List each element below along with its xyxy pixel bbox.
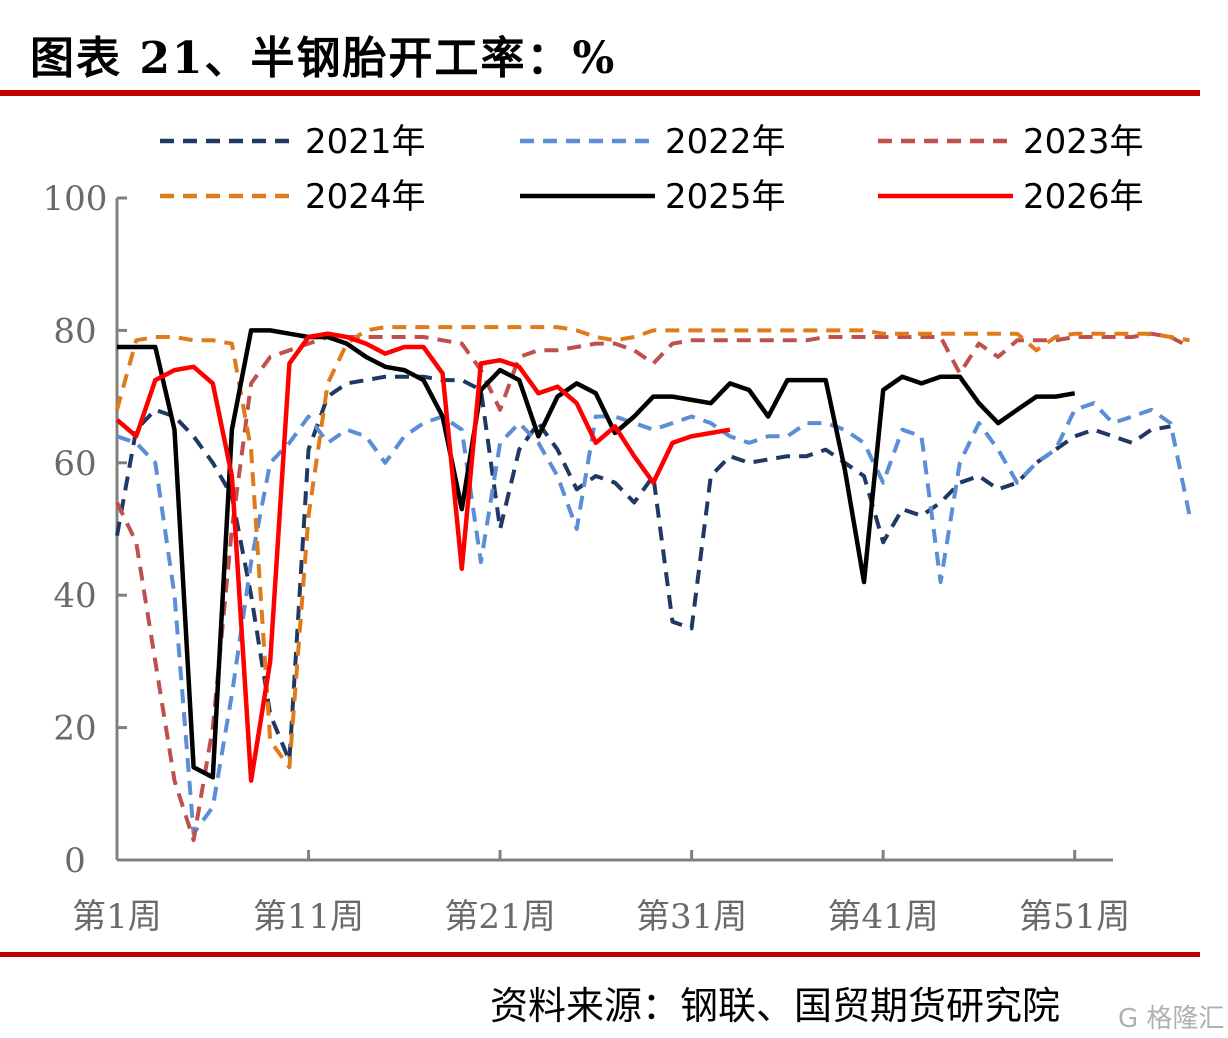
series-line-3 xyxy=(115,325,1190,770)
legend-label-0: 2021年 xyxy=(305,122,426,162)
series-line-0 xyxy=(115,374,1171,763)
x-tick-label: 第21周 xyxy=(444,897,555,937)
y-tick-label: 60 xyxy=(53,444,96,484)
y-tick-label: 20 xyxy=(53,709,96,749)
legend-label-2: 2023年 xyxy=(1023,122,1144,162)
footer-divider xyxy=(0,952,1200,957)
watermark: G 格隆汇 xyxy=(1118,1004,1225,1034)
legend: 2021年 2022年 2023年 2024年 2025年 2026年 xyxy=(160,122,1144,217)
legend-label-4: 2025年 xyxy=(665,177,786,217)
legend-label-5: 2026年 xyxy=(1023,177,1144,217)
series-line-2 xyxy=(115,331,1191,843)
source-note: 资料来源：钢联、国贸期货研究院 xyxy=(490,984,1061,1028)
x-tick-label: 第51周 xyxy=(1019,897,1130,937)
legend-label-1: 2022年 xyxy=(665,122,786,162)
series-line-4 xyxy=(117,328,1076,780)
y-tick-label: 0 xyxy=(64,841,86,881)
y-tick-label: 100 xyxy=(43,179,108,219)
y-tick-label: 80 xyxy=(53,311,96,351)
x-tick-label: 第31周 xyxy=(636,897,747,937)
series-line-1 xyxy=(116,401,1192,836)
x-tick-label: 第41周 xyxy=(828,897,939,937)
series-line-5 xyxy=(115,331,731,783)
series-lines xyxy=(115,325,1192,843)
x-tick-label: 第11周 xyxy=(253,897,364,937)
x-tick-label: 第1周 xyxy=(72,897,162,937)
axes: 0 20 40 60 80 100 第1周 第11周 第21周 第31周 第41周 第51周 xyxy=(43,179,1131,937)
y-tick-label: 40 xyxy=(53,576,96,616)
chart-title: 图表 21、半钢胎开工率：% xyxy=(30,33,617,84)
legend-label-3: 2024年 xyxy=(305,177,426,217)
title-divider xyxy=(0,90,1200,96)
